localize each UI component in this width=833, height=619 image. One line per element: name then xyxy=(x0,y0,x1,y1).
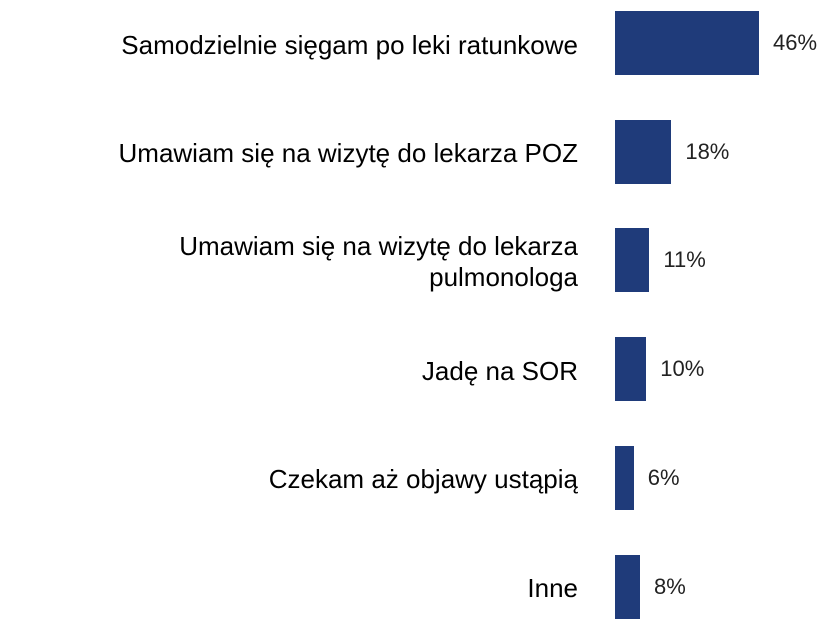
category-label: Inne xyxy=(527,573,578,603)
bar xyxy=(615,228,650,293)
category-label: Samodzielnie sięgam po leki ratunkowe xyxy=(121,29,578,60)
value-label: 11% xyxy=(663,247,706,273)
category-label: Umawiam się na wizytę do lekarza POZ xyxy=(118,138,578,169)
bar xyxy=(615,445,634,510)
bar xyxy=(615,337,647,402)
bar xyxy=(615,554,641,619)
value-label: 6% xyxy=(647,464,680,490)
value-label: 46% xyxy=(772,30,818,55)
value-label: 10% xyxy=(660,356,705,382)
category-label: Jadę na SOR xyxy=(421,355,578,386)
value-label: 8% xyxy=(654,573,686,599)
value-label: 18% xyxy=(685,138,730,164)
category-label: Umawiam się na wizytę do lekarza pulmono… xyxy=(179,231,578,293)
bar xyxy=(615,119,672,184)
bar xyxy=(615,11,759,75)
category-label: Czekam aż objawy ustąpią xyxy=(268,464,578,495)
